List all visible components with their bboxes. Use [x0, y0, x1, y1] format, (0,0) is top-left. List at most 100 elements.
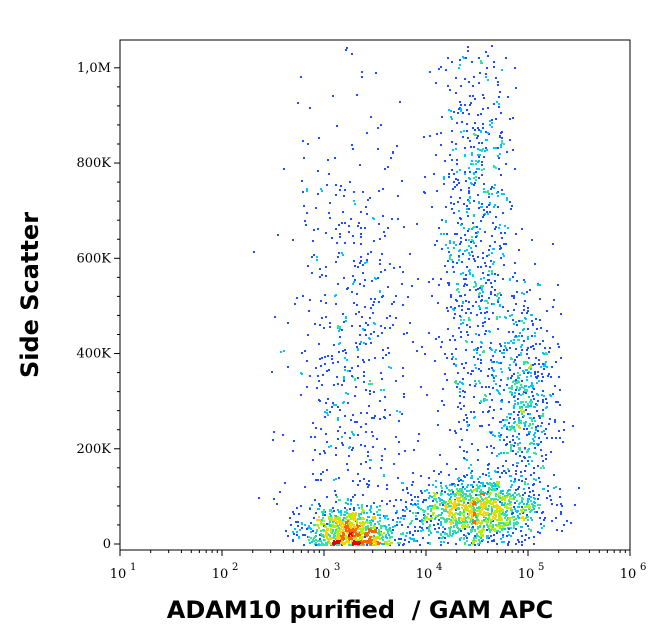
data-point [420, 508, 422, 510]
data-point [468, 208, 470, 210]
data-point [467, 215, 469, 217]
data-point [512, 149, 514, 151]
data-point [454, 430, 456, 432]
data-point [370, 541, 372, 543]
data-point [508, 401, 510, 403]
data-point [352, 515, 354, 517]
data-point [379, 520, 381, 522]
data-point [478, 207, 480, 209]
data-point [460, 108, 462, 110]
data-point [468, 317, 470, 319]
data-point [470, 464, 472, 466]
data-point [534, 335, 536, 337]
data-point [320, 365, 322, 367]
data-point [490, 293, 492, 295]
data-point [525, 401, 527, 403]
data-point [339, 426, 341, 428]
data-point [499, 385, 501, 387]
data-point [543, 467, 545, 469]
data-point [466, 490, 468, 492]
data-point [468, 239, 470, 241]
data-point [504, 528, 506, 530]
data-point [494, 518, 496, 520]
data-point [339, 519, 341, 521]
data-point [528, 357, 530, 359]
data-point [342, 254, 344, 256]
data-point [521, 335, 523, 337]
data-point [329, 322, 331, 324]
data-point [468, 258, 470, 260]
data-point [462, 504, 464, 506]
data-point [356, 533, 358, 535]
data-point [518, 493, 520, 495]
data-point [493, 447, 495, 449]
data-point [390, 367, 392, 369]
data-point [538, 494, 540, 496]
data-point [475, 333, 477, 335]
data-point [336, 544, 338, 546]
data-point [456, 497, 458, 499]
data-point [362, 541, 364, 543]
data-point [481, 149, 483, 151]
data-point [460, 522, 462, 524]
data-point [433, 492, 435, 494]
data-point [453, 247, 455, 249]
data-point [531, 320, 533, 322]
data-point [412, 504, 414, 506]
data-point [495, 498, 497, 500]
data-point [334, 518, 336, 520]
data-point [372, 530, 374, 532]
data-point [377, 485, 379, 487]
data-point [455, 148, 457, 150]
data-point [343, 321, 345, 323]
data-point [460, 537, 462, 539]
data-point [531, 383, 533, 385]
data-point [387, 347, 389, 349]
data-point [536, 410, 538, 412]
data-point [553, 487, 555, 489]
data-point [364, 279, 366, 281]
data-point [444, 528, 446, 530]
data-point [543, 430, 545, 432]
data-point [527, 501, 529, 503]
x-tick-label: 10 [314, 567, 331, 582]
data-point [477, 194, 479, 196]
data-point [328, 369, 330, 371]
data-point [310, 436, 312, 438]
data-point [420, 475, 422, 477]
data-point [429, 71, 431, 73]
data-point [526, 503, 528, 505]
data-point [545, 407, 547, 409]
data-point [462, 378, 464, 380]
data-point [337, 534, 339, 536]
data-point [558, 346, 560, 348]
data-point [406, 332, 408, 334]
data-point [468, 228, 470, 230]
data-point [509, 369, 511, 371]
data-point [334, 295, 336, 297]
data-point [430, 510, 432, 512]
data-point [534, 406, 536, 408]
data-point [486, 537, 488, 539]
data-point [518, 381, 520, 383]
data-point [523, 279, 525, 281]
data-point [546, 310, 548, 312]
data-point [295, 521, 297, 523]
data-point [453, 271, 455, 273]
data-point [441, 400, 443, 402]
data-point [560, 513, 562, 515]
data-point [359, 518, 361, 520]
data-point [485, 330, 487, 332]
data-point [328, 518, 330, 520]
data-point [454, 504, 456, 506]
data-point [451, 141, 453, 143]
data-point [482, 411, 484, 413]
data-point [493, 187, 495, 189]
data-point [488, 496, 490, 498]
data-point [456, 184, 458, 186]
data-point [312, 422, 314, 424]
data-point [465, 239, 467, 241]
data-point [338, 530, 340, 532]
data-point [545, 458, 547, 460]
data-point [497, 84, 499, 86]
